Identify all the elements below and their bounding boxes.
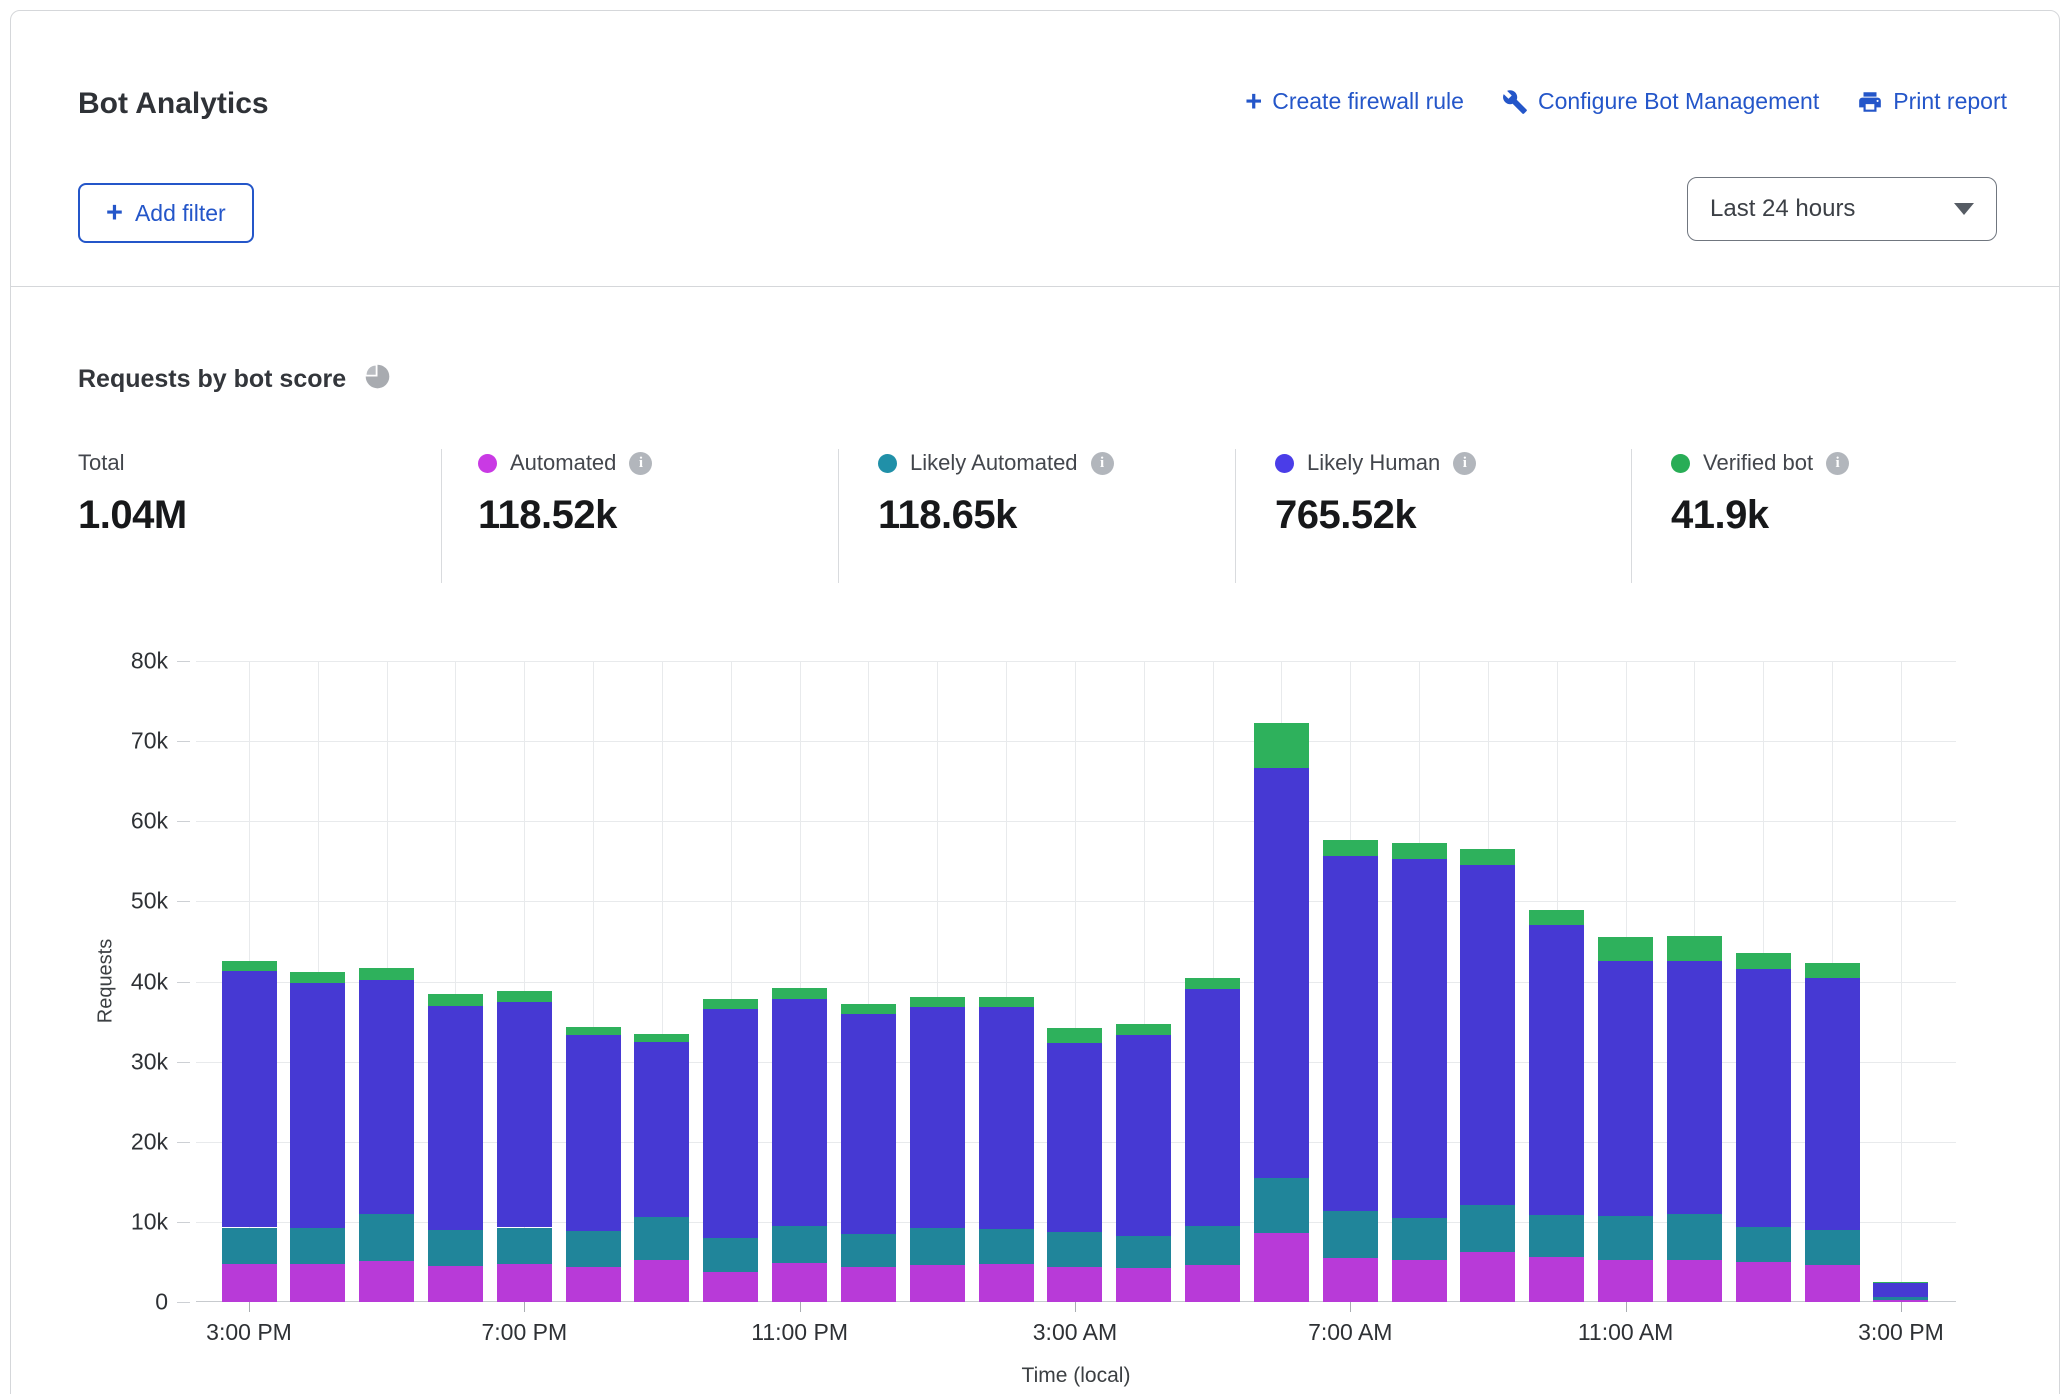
stat-likely-automated-value: 118.65k <box>878 493 1218 538</box>
x-tick-label: 7:00 AM <box>1308 1319 1392 1346</box>
stat-total-value: 1.04M <box>78 493 418 538</box>
x-tick-mark <box>1350 1302 1351 1312</box>
stat-divider <box>1631 449 1632 583</box>
y-tick-mark <box>177 1222 190 1223</box>
y-tick-mark <box>177 741 190 742</box>
header-actions: + Create firewall rule Configure Bot Man… <box>1245 88 2007 115</box>
requests-by-bot-score-chart: Requests Time (local) 010k20k30k40k50k60… <box>11 611 2070 1394</box>
configure-bot-management-label: Configure Bot Management <box>1538 88 1819 115</box>
bot-analytics-page: Bot Analytics + Create firewall rule Con… <box>0 0 2070 1394</box>
y-tick-label: 0 <box>155 1289 168 1316</box>
y-tick-label: 10k <box>131 1208 168 1235</box>
verified-bot-legend-dot <box>1671 454 1690 473</box>
stat-verified-bot-value: 41.9k <box>1671 493 2011 538</box>
y-tick-label: 40k <box>131 968 168 995</box>
likely-automated-legend-dot <box>878 454 897 473</box>
y-tick-mark <box>177 1302 190 1303</box>
y-tick-mark <box>177 821 190 822</box>
section-title-row: Requests by bot score <box>78 363 391 395</box>
x-tick-mark <box>524 1302 525 1312</box>
info-icon[interactable]: i <box>1453 452 1476 475</box>
create-firewall-rule-link[interactable]: + Create firewall rule <box>1245 88 1464 115</box>
printer-icon <box>1857 89 1883 115</box>
plus-icon: + <box>106 203 123 223</box>
y-tick-mark <box>177 901 190 902</box>
stat-likely-human: Likely Human i 765.52k <box>1275 449 1615 538</box>
y-tick-mark <box>177 661 190 662</box>
stat-total: Total 1.04M <box>78 449 418 538</box>
stat-automated-value: 118.52k <box>478 493 818 538</box>
stat-likely-human-label: Likely Human <box>1307 450 1440 476</box>
time-range-select[interactable]: Last 24 hours <box>1687 177 1997 241</box>
stat-verified-bot-label: Verified bot <box>1703 450 1813 476</box>
x-tick-label: 11:00 AM <box>1578 1319 1673 1346</box>
y-axis: 010k20k30k40k50k60k70k80k <box>11 661 196 1302</box>
x-tick-mark <box>800 1302 801 1312</box>
print-report-link[interactable]: Print report <box>1857 88 2007 115</box>
x-tick-label: 3:00 PM <box>206 1319 292 1346</box>
y-tick-label: 60k <box>131 808 168 835</box>
chevron-down-icon <box>1954 203 1974 215</box>
info-icon[interactable]: i <box>629 452 652 475</box>
info-icon[interactable]: i <box>1826 452 1849 475</box>
stat-likely-automated-label: Likely Automated <box>910 450 1078 476</box>
x-tick-mark <box>1075 1302 1076 1312</box>
stat-likely-human-value: 765.52k <box>1275 493 1615 538</box>
section-title: Requests by bot score <box>78 365 346 394</box>
y-tick-label: 50k <box>131 888 168 915</box>
y-tick-mark <box>177 982 190 983</box>
stat-divider <box>1235 449 1236 583</box>
x-tick-label: 7:00 PM <box>481 1319 567 1346</box>
x-axis: 3:00 PM 7:00 PM 11:00 PM 3:00 AM 7:00 AM 11:0… <box>196 661 1956 1394</box>
page-title: Bot Analytics <box>78 87 269 121</box>
stat-automated: Automated i 118.52k <box>478 449 818 538</box>
x-tick-mark <box>1901 1302 1902 1312</box>
add-filter-button[interactable]: + Add filter <box>78 183 254 243</box>
analytics-card: Bot Analytics + Create firewall rule Con… <box>10 10 2060 1394</box>
y-tick-label: 20k <box>131 1128 168 1155</box>
plus-icon: + <box>1245 92 1262 112</box>
header-divider <box>11 286 2059 287</box>
pie-chart-icon <box>364 363 391 395</box>
add-filter-label: Add filter <box>135 200 226 227</box>
x-tick-label: 3:00 PM <box>1858 1319 1944 1346</box>
info-icon[interactable]: i <box>1091 452 1114 475</box>
create-firewall-rule-label: Create firewall rule <box>1272 88 1464 115</box>
wrench-icon <box>1502 89 1528 115</box>
x-tick-mark <box>249 1302 250 1312</box>
stat-total-label: Total <box>78 450 124 476</box>
configure-bot-management-link[interactable]: Configure Bot Management <box>1502 88 1819 115</box>
x-tick-label: 11:00 PM <box>751 1319 848 1346</box>
y-tick-mark <box>177 1142 190 1143</box>
y-tick-label: 30k <box>131 1048 168 1075</box>
stat-verified-bot: Verified bot i 41.9k <box>1671 449 2011 538</box>
stat-automated-label: Automated <box>510 450 616 476</box>
time-range-value: Last 24 hours <box>1710 195 1855 223</box>
x-tick-mark <box>1626 1302 1627 1312</box>
automated-legend-dot <box>478 454 497 473</box>
stat-divider <box>838 449 839 583</box>
print-report-label: Print report <box>1893 88 2007 115</box>
y-tick-mark <box>177 1062 190 1063</box>
stat-divider <box>441 449 442 583</box>
x-tick-label: 3:00 AM <box>1033 1319 1117 1346</box>
y-tick-label: 70k <box>131 728 168 755</box>
likely-human-legend-dot <box>1275 454 1294 473</box>
stat-likely-automated: Likely Automated i 118.65k <box>878 449 1218 538</box>
y-tick-label: 80k <box>131 648 168 675</box>
